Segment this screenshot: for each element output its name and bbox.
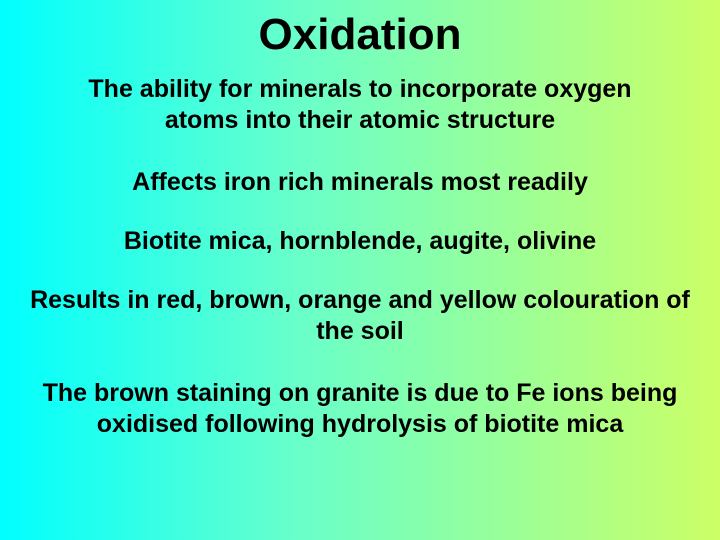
slide-title: Oxidation <box>0 10 720 60</box>
body-line-2: Biotite mica, hornblende, augite, olivin… <box>0 226 720 257</box>
body-line-3: Results in red, brown, orange and yellow… <box>0 285 720 348</box>
slide-container: Oxidation The ability for minerals to in… <box>0 0 720 540</box>
body-line-1: Affects iron rich minerals most readily <box>0 167 720 198</box>
slide-subtitle: The ability for minerals to incorporate … <box>0 74 720 137</box>
body-line-4: The brown staining on granite is due to … <box>0 378 720 441</box>
